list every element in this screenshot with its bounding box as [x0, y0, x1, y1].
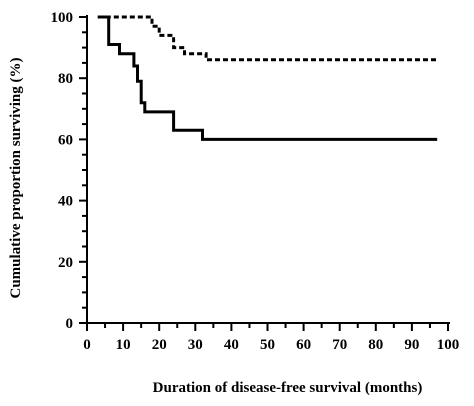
y-tick-label: 20: [58, 255, 73, 271]
y-axis-title: Cumulative proportion surviving (%): [8, 58, 24, 299]
x-tick-label: 40: [224, 337, 239, 353]
x-tick-label: 70: [332, 337, 347, 353]
x-tick-label: 20: [152, 337, 167, 353]
x-tick-label: 0: [83, 337, 91, 353]
y-tick-label: 60: [58, 132, 73, 148]
y-tick-label: 0: [66, 316, 74, 332]
y-tick-label: 100: [51, 10, 74, 26]
x-tick-label: 100: [437, 337, 460, 353]
x-tick-label: 80: [368, 337, 383, 353]
axes: [86, 15, 450, 324]
dashed-survival-curve: [97, 15, 438, 62]
solid-survival-curve: [97, 15, 438, 141]
y-tick-label: 80: [58, 71, 73, 87]
x-tick-label: 50: [260, 337, 275, 353]
ticks: 0 10 20 30 40 50 60 70 80 90 100 0 20 40 60 80 100: [51, 10, 460, 353]
x-tick-label: 10: [116, 337, 131, 353]
x-tick-label: 60: [296, 337, 311, 353]
x-axis-title: Duration of disease-free survival (month…: [153, 380, 423, 396]
x-tick-label: 90: [404, 337, 419, 353]
y-tick-label: 40: [58, 194, 73, 210]
series-group: [97, 15, 438, 141]
x-tick-label: 30: [188, 337, 203, 353]
